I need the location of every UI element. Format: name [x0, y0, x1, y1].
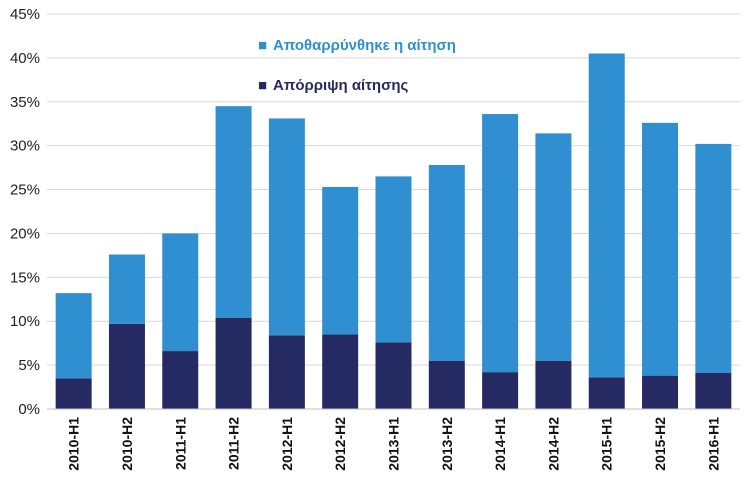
legend-label-rejected: Απόρριψη αίτησης	[273, 77, 409, 94]
x-tick-label: 2012-H1	[279, 417, 295, 471]
bar-rejected	[162, 351, 199, 409]
x-tick-label: 2013-H1	[386, 417, 402, 471]
bar-discouraged	[375, 176, 412, 343]
bar-rejected	[695, 373, 732, 409]
bar-discouraged	[268, 118, 305, 336]
legend: ■ Αποθαρρύνθηκε η αίτηση ■ Απόρριψη αίτη…	[258, 37, 456, 94]
y-tick-label: 25%	[10, 182, 40, 199]
x-tick-label: 2016-H1	[705, 417, 721, 471]
bar-rejected	[322, 334, 359, 409]
bar-discouraged	[482, 114, 519, 373]
y-tick-label: 35%	[10, 94, 40, 111]
bar-discouraged	[215, 106, 252, 318]
bar-rejected	[588, 377, 625, 409]
y-tick-label: 20%	[10, 225, 40, 242]
bar-rejected	[55, 378, 92, 409]
bar-discouraged	[322, 186, 359, 335]
x-tick-label: 2011-H1	[172, 417, 188, 470]
bar-discouraged	[535, 133, 572, 361]
x-tick-label: 2010-H1	[66, 417, 82, 471]
bars	[55, 53, 732, 409]
x-axis-ticks: 2010-H1 2010-H2 2011-H1 2011-H2 2012-H1 2012-…	[66, 417, 722, 471]
bar-rejected	[482, 372, 519, 409]
x-tick-label: 2012-H2	[332, 417, 348, 471]
legend-item-discouraged: ■ Αποθαρρύνθηκε η αίτηση	[258, 37, 456, 54]
x-tick-label: 2015-H1	[599, 417, 615, 471]
bar-rejected	[215, 317, 252, 409]
x-tick-label: 2014-H1	[492, 417, 508, 471]
legend-marker-discouraged: ■	[258, 37, 267, 54]
bar-discouraged	[642, 122, 679, 376]
bar-discouraged	[162, 233, 199, 352]
bar-rejected	[428, 360, 465, 409]
bar-discouraged	[695, 143, 732, 374]
x-tick-label: 2010-H2	[119, 417, 135, 471]
legend-label-discouraged: Αποθαρρύνθηκε η αίτηση	[273, 37, 456, 54]
y-tick-label: 40%	[10, 50, 40, 67]
bar-discouraged	[108, 254, 145, 324]
bar-rejected	[535, 360, 572, 409]
bar-discouraged	[55, 293, 92, 379]
bar-rejected	[108, 323, 145, 409]
y-tick-label: 15%	[10, 269, 40, 286]
x-tick-label: 2015-H2	[652, 417, 668, 471]
y-tick-label: 5%	[18, 357, 40, 374]
bar-discouraged	[428, 164, 465, 361]
x-tick-label: 2014-H2	[545, 417, 561, 471]
legend-marker-rejected: ■	[258, 77, 267, 94]
y-axis-ticks: 0% 5% 10% 15% 20% 25% 30% 35% 40% 45%	[10, 6, 40, 418]
bar-discouraged	[588, 53, 625, 378]
bar-rejected	[268, 335, 305, 409]
bar-rejected	[375, 342, 412, 409]
x-tick-label: 2013-H2	[439, 417, 455, 471]
x-tick-label: 2011-H2	[226, 417, 242, 470]
y-tick-label: 30%	[10, 138, 40, 155]
y-tick-label: 0%	[18, 401, 40, 418]
y-tick-label: 45%	[10, 6, 40, 23]
y-tick-label: 10%	[10, 313, 40, 330]
legend-item-rejected: ■ Απόρριψη αίτησης	[258, 77, 409, 94]
bar-rejected	[642, 375, 679, 409]
